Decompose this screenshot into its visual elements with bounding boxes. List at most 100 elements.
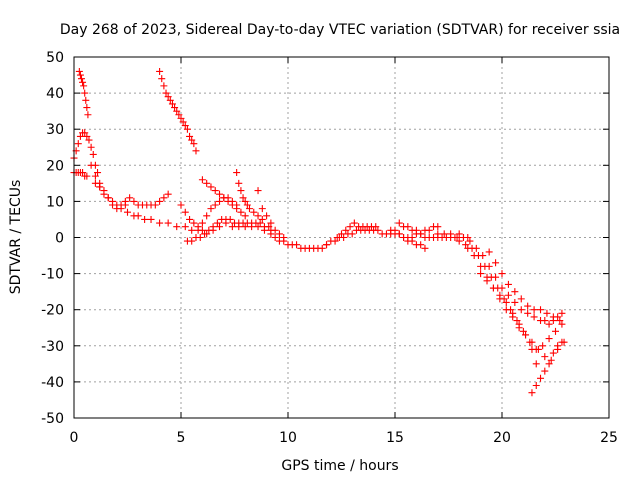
- series-arc-6: [124, 208, 196, 234]
- data-point: [164, 93, 172, 101]
- data-point: [84, 111, 92, 119]
- series-arc-26: [528, 338, 566, 397]
- data-point: [338, 230, 345, 238]
- data-point: [541, 353, 549, 361]
- data-point: [549, 317, 557, 325]
- series-arc-11: [177, 201, 206, 234]
- data-point: [130, 197, 138, 205]
- data-point: [198, 226, 206, 234]
- data-point: [224, 197, 232, 205]
- data-point: [186, 132, 194, 140]
- data-point: [395, 230, 403, 238]
- data-point: [83, 172, 91, 180]
- y-axis-label: SDTVAR / TECUs: [8, 180, 24, 295]
- data-point: [181, 122, 189, 130]
- data-point: [203, 230, 211, 238]
- data-point: [183, 125, 191, 133]
- data-point: [485, 248, 493, 256]
- data-point: [455, 230, 463, 238]
- y-tick-label: 40: [46, 86, 64, 102]
- data-point: [496, 291, 504, 299]
- data-point: [254, 212, 262, 220]
- data-point: [89, 150, 97, 158]
- data-point: [162, 89, 170, 97]
- data-point: [558, 338, 566, 346]
- series-arc-2: [70, 169, 91, 180]
- data-point: [181, 208, 189, 216]
- series-arc-12: [203, 219, 275, 238]
- y-tick-label: 10: [46, 194, 64, 210]
- data-point: [76, 71, 84, 79]
- data-point: [342, 226, 350, 234]
- data-point: [509, 309, 517, 317]
- series-arc-19: [387, 226, 429, 252]
- data-point: [440, 230, 448, 238]
- data-point: [96, 183, 104, 191]
- data-point: [179, 118, 187, 126]
- data-point: [235, 223, 243, 231]
- data-point: [258, 215, 266, 223]
- series-arc-17: [323, 226, 472, 249]
- data-point: [248, 223, 256, 231]
- data-point: [124, 208, 131, 216]
- chart-title: Day 268 of 2023, Sidereal Day-to-day VTE…: [60, 22, 620, 38]
- data-point: [528, 389, 536, 397]
- data-point: [421, 244, 429, 252]
- data-point: [226, 215, 234, 223]
- data-point: [464, 244, 472, 252]
- data-point: [537, 374, 545, 382]
- x-tick-label: 10: [279, 430, 297, 446]
- data-point: [333, 234, 341, 241]
- series-arc-22: [455, 237, 566, 353]
- data-point: [455, 237, 463, 245]
- series-arc-27: [545, 309, 566, 328]
- data-point: [109, 201, 117, 209]
- data-point: [241, 197, 249, 205]
- series-arc-13: [233, 169, 266, 223]
- y-tick-label: -10: [41, 267, 64, 283]
- data-point: [243, 201, 251, 209]
- y-tick-label: -50: [41, 411, 64, 427]
- data-point: [216, 223, 224, 231]
- data-point: [502, 306, 510, 314]
- data-point: [121, 201, 129, 209]
- data-point: [434, 230, 442, 238]
- data-point: [171, 104, 179, 112]
- data-point: [545, 360, 553, 368]
- data-point: [216, 190, 224, 198]
- x-tick-label: 25: [600, 430, 618, 446]
- data-point: [216, 197, 224, 205]
- data-point: [209, 226, 217, 234]
- data-point: [470, 252, 478, 260]
- data-point: [275, 230, 283, 238]
- data-point: [530, 313, 538, 321]
- data-point: [198, 219, 206, 227]
- data-point: [198, 176, 206, 184]
- data-point: [190, 140, 198, 148]
- series-arc-10: [198, 176, 249, 220]
- data-point: [258, 205, 266, 213]
- data-point: [267, 219, 275, 227]
- data-point: [156, 197, 164, 205]
- x-tick-label: 20: [493, 430, 511, 446]
- data-point: [241, 212, 249, 220]
- data-point: [517, 295, 525, 303]
- data-point: [207, 205, 215, 213]
- data-point: [453, 234, 461, 241]
- data-point: [534, 345, 542, 353]
- data-point: [552, 327, 559, 335]
- tick-labels: 0 5 10 15 20 25 -50 -40 -30 -20 -10 0 10 20 30 40 50: [41, 50, 618, 446]
- data-point: [117, 205, 125, 213]
- data-point: [280, 237, 288, 245]
- data-point: [340, 234, 348, 241]
- data-point: [80, 82, 88, 90]
- data-point: [346, 223, 354, 231]
- data-point: [265, 223, 273, 231]
- series-arc-1: [70, 129, 104, 187]
- data-point: [515, 320, 523, 328]
- data-point: [372, 223, 380, 231]
- data-point: [483, 277, 491, 285]
- data-point: [241, 223, 249, 231]
- data-point: [263, 212, 271, 220]
- data-point: [222, 219, 230, 227]
